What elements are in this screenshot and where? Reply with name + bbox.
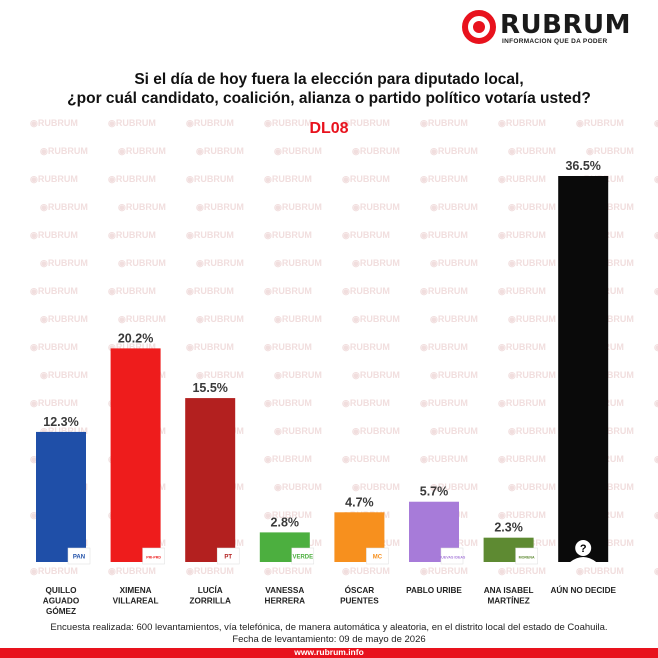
survey-footnote: Encuesta realizada: 600 levantamientos, …	[0, 622, 658, 646]
bar-value-label: 12.3%	[43, 415, 78, 429]
category-label: MARTÍNEZ	[487, 596, 529, 606]
bar-group: 20.2% PRI-PRD XIMENA VILLAREAL	[110, 331, 165, 606]
bar-group: 5.7% NUEVAS IDEAS PABLO URIBE	[406, 485, 466, 595]
rubrum-logo: RUBRUM INFORMACION QUE DA PODER	[462, 8, 642, 48]
poll-question: Si el día de hoy fuera la elección para …	[60, 70, 598, 108]
category-label: AÚN NO DECIDE	[550, 584, 616, 595]
bar	[185, 398, 236, 562]
undecided-silhouette-icon	[570, 557, 597, 562]
footer-url: www.rubrum.info	[294, 647, 364, 657]
footer-bar	[0, 648, 658, 658]
party-logo-icon	[142, 547, 165, 565]
party-logo-label: MC	[373, 555, 383, 561]
category-label: PUENTES	[340, 597, 379, 606]
party-logo-icon	[440, 547, 464, 565]
bar-group: 2.8% VERDE VANESSA HERRERA	[259, 515, 315, 606]
party-logo-icon	[67, 547, 91, 565]
party-logo-icon	[366, 547, 389, 565]
footnote-line-2: Fecha de levantamiento: 09 de mayo de 20…	[232, 634, 426, 645]
category-label: PABLO URIBE	[406, 586, 462, 595]
brand-name: RUBRUM	[500, 10, 631, 40]
bar	[36, 431, 86, 562]
party-logo-label: PT	[224, 555, 232, 561]
category-label: GÓMEZ	[46, 605, 76, 616]
district-label: DL08	[309, 120, 349, 137]
category-label: XIMENA	[120, 586, 152, 595]
party-logo-label: PRI-PRD	[146, 556, 161, 560]
rubrum-logo-icon	[462, 10, 496, 44]
party-logo-icon	[216, 547, 240, 565]
bar-value-label: 20.2%	[118, 331, 153, 345]
bar	[558, 176, 609, 562]
question-mark-label: ?	[580, 543, 587, 555]
bar-group: 15.5% PT LUCÍA ZORRILLA	[185, 381, 240, 606]
bar-value-label: 36.5%	[565, 159, 600, 173]
party-logo-label: MORENA	[519, 556, 535, 560]
category-label: ZORRILLA	[190, 597, 231, 606]
category-label: HERRERA	[265, 597, 306, 606]
bar-value-label: 2.3%	[494, 521, 523, 535]
bar-value-label: 4.7%	[345, 495, 374, 509]
bar-group: 36.5%? AÚN NO DECIDE	[550, 159, 616, 595]
poll-question-line-1: Si el día de hoy fuera la elección para …	[134, 71, 524, 88]
category-label: QUILLO	[46, 586, 78, 595]
bar-value-label: 5.7%	[420, 485, 449, 499]
bar-group: 4.7% MC ÓSCAR PUENTES	[334, 495, 389, 606]
party-logo-icon	[515, 547, 538, 565]
category-label: ÓSCAR	[345, 584, 375, 595]
party-logo-label: VERDE	[292, 555, 313, 561]
bar-value-label: 15.5%	[192, 381, 227, 395]
category-label: VANESSA	[265, 586, 304, 595]
brand-tagline: INFORMACION QUE DA PODER	[502, 38, 608, 45]
party-logo-label: NUEVAS IDEAS	[439, 556, 466, 560]
footnote-line-1: Encuesta realizada: 600 levantamientos, …	[50, 622, 608, 633]
party-logo-icon	[291, 547, 315, 565]
category-label: LUCÍA	[198, 585, 223, 595]
bar	[110, 348, 161, 562]
category-label: ANA ISABEL	[484, 586, 534, 595]
party-logo-label: PAN	[73, 555, 85, 561]
poll-question-line-2: ¿por cuál candidato, coalición, alianza …	[67, 90, 591, 107]
question-icon	[575, 540, 592, 556]
category-label: VILLAREAL	[113, 597, 159, 606]
category-label: AGUADO	[43, 597, 80, 606]
bar-value-label: 2.8%	[271, 515, 300, 529]
